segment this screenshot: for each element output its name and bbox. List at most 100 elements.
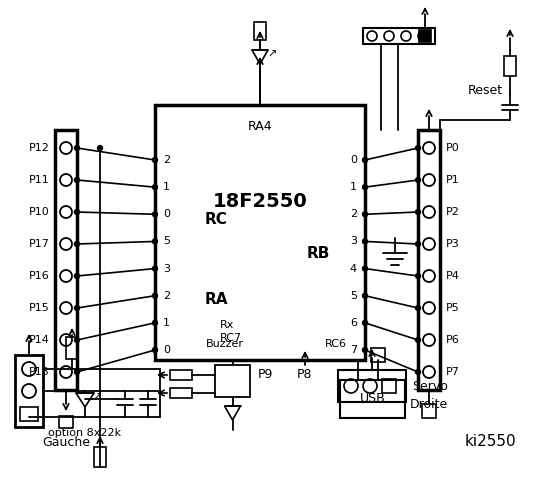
Text: option 8x22k: option 8x22k [49, 428, 122, 438]
Text: USB: USB [359, 393, 385, 406]
Bar [382, 379, 396, 393]
Text: P6: P6 [446, 335, 460, 345]
Bar [66, 337, 78, 359]
Text: P10: P10 [29, 207, 50, 217]
Circle shape [415, 370, 420, 374]
Text: Reset: Reset [468, 84, 503, 96]
Circle shape [153, 293, 158, 298]
Text: 2: 2 [163, 155, 170, 165]
Circle shape [75, 145, 80, 151]
Bar [504, 56, 516, 76]
Circle shape [153, 185, 158, 190]
Circle shape [363, 157, 368, 163]
Circle shape [75, 305, 80, 311]
Text: P7: P7 [446, 367, 460, 377]
Text: P15: P15 [29, 303, 50, 313]
Circle shape [363, 320, 368, 325]
Circle shape [153, 266, 158, 271]
Text: P4: P4 [446, 271, 460, 281]
Circle shape [363, 348, 368, 352]
Bar [59, 416, 73, 428]
Bar [15, 355, 43, 427]
Text: P17: P17 [29, 239, 50, 249]
Circle shape [415, 305, 420, 311]
Circle shape [75, 274, 80, 278]
Bar [363, 28, 435, 44]
Bar [215, 365, 250, 397]
Text: P9: P9 [257, 369, 273, 382]
Text: Buzzer: Buzzer [206, 339, 244, 349]
Text: 0: 0 [350, 155, 357, 165]
Circle shape [75, 209, 80, 215]
Text: 7: 7 [350, 345, 357, 355]
Text: Gauche: Gauche [42, 435, 90, 448]
Circle shape [363, 266, 368, 271]
Text: P0: P0 [446, 143, 460, 153]
Circle shape [415, 178, 420, 182]
Text: 5: 5 [350, 291, 357, 300]
Bar [419, 30, 431, 42]
Text: 2: 2 [350, 209, 357, 219]
Circle shape [75, 241, 80, 247]
Text: ↗: ↗ [267, 50, 276, 60]
Bar [170, 370, 192, 380]
Circle shape [97, 145, 102, 151]
Text: 3: 3 [350, 237, 357, 246]
Circle shape [75, 370, 80, 374]
Text: ↗: ↗ [92, 393, 102, 403]
Bar [422, 404, 436, 418]
Bar [20, 407, 38, 421]
Text: Droite: Droite [410, 398, 448, 411]
Circle shape [415, 145, 420, 151]
Text: P14: P14 [29, 335, 50, 345]
Text: 4: 4 [350, 264, 357, 274]
Text: P3: P3 [446, 239, 460, 249]
Circle shape [415, 337, 420, 343]
Text: RA: RA [205, 292, 228, 308]
Bar [55, 130, 77, 390]
Bar [155, 105, 365, 360]
Circle shape [153, 212, 158, 217]
Text: Rx: Rx [220, 320, 234, 330]
Circle shape [363, 212, 368, 217]
Circle shape [363, 293, 368, 298]
Text: RC7: RC7 [220, 333, 242, 343]
Text: 5: 5 [163, 237, 170, 246]
Circle shape [153, 157, 158, 163]
Text: RC: RC [205, 213, 228, 228]
Circle shape [415, 274, 420, 278]
Bar [94, 447, 106, 467]
Text: 1: 1 [350, 182, 357, 192]
Bar [371, 348, 385, 362]
Circle shape [153, 320, 158, 325]
Bar [254, 22, 266, 40]
Bar [340, 380, 405, 418]
Text: ki2550: ki2550 [464, 434, 516, 449]
Text: 1: 1 [163, 318, 170, 328]
Text: P8: P8 [298, 369, 313, 382]
Bar [170, 388, 192, 398]
Circle shape [363, 239, 368, 244]
Text: P11: P11 [29, 175, 50, 185]
Circle shape [363, 185, 368, 190]
Text: P5: P5 [446, 303, 460, 313]
Text: P12: P12 [29, 143, 50, 153]
Text: 3: 3 [163, 264, 170, 274]
Circle shape [153, 239, 158, 244]
Text: P13: P13 [29, 367, 50, 377]
Text: P1: P1 [446, 175, 460, 185]
Circle shape [415, 241, 420, 247]
Text: RC6: RC6 [325, 339, 347, 349]
Text: 18F2550: 18F2550 [212, 192, 307, 211]
Text: 1: 1 [163, 182, 170, 192]
Text: Servo: Servo [412, 380, 448, 393]
Bar [338, 370, 406, 402]
Circle shape [153, 348, 158, 352]
Circle shape [75, 337, 80, 343]
Text: 0: 0 [163, 209, 170, 219]
Text: P2: P2 [446, 207, 460, 217]
Text: 2: 2 [163, 291, 170, 300]
Circle shape [75, 178, 80, 182]
Text: RA4: RA4 [248, 120, 272, 133]
Bar [418, 130, 440, 390]
